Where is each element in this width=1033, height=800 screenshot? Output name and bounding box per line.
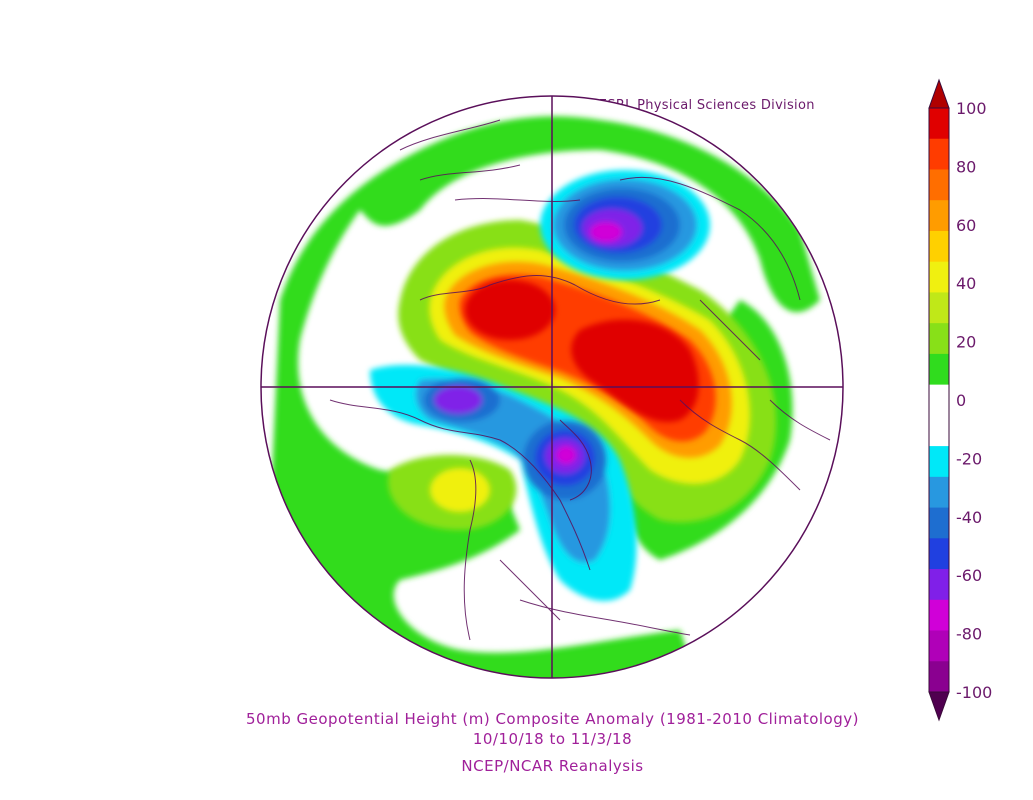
- colorbar-tick-label: -60: [956, 566, 982, 585]
- colorbar-tick-label: -40: [956, 508, 982, 527]
- colorbar-segment: [929, 599, 949, 632]
- colorbar-segment: [929, 661, 949, 693]
- colorbar-segment: [929, 138, 949, 170]
- colorbar-tick-label: 100: [956, 99, 987, 118]
- colorbar-tick-label: -20: [956, 449, 982, 468]
- colorbar-tick-label: -100: [956, 683, 992, 702]
- map-title: 50mb Geopotential Height (m) Composite A…: [246, 710, 859, 728]
- anomaly-field: [261, 96, 843, 678]
- colorbar-segment: [929, 169, 949, 201]
- colorbar-frame: [928, 107, 950, 693]
- colorbar-segment: [929, 230, 949, 263]
- colorbar-segment: [929, 323, 949, 355]
- colorbar-segment: [929, 261, 949, 293]
- colorbar-segment: [929, 200, 949, 232]
- colorbar-segment: [929, 538, 949, 570]
- colorbar-tick-label: 80: [956, 157, 976, 176]
- colorbar-segment: [929, 353, 949, 386]
- colorbar-max-arrow: [928, 78, 950, 109]
- colorbar-tick-label: 40: [956, 274, 976, 293]
- colorbar-segment: [929, 476, 949, 509]
- colorbar-tick-label: 60: [956, 216, 976, 235]
- source-label: NCEP/NCAR Reanalysis: [461, 757, 644, 775]
- date-range: 10/10/18 to 11/3/18: [472, 730, 633, 748]
- colorbar-tick-label: -80: [956, 625, 982, 644]
- colorbar-segment: [929, 108, 949, 140]
- colorbar-segment: [929, 507, 949, 539]
- colorbar-tick-label: 0: [956, 391, 966, 410]
- colorbar-segment: [929, 384, 949, 416]
- colorbar-segment: [929, 630, 949, 662]
- colorbar: 100 80 60 40 20 0 -20 -40 -60 -80 -100: [928, 78, 992, 722]
- colorbar-segment: [929, 415, 949, 447]
- colorbar-segment: [929, 446, 949, 478]
- colorbar-segment: [929, 569, 949, 601]
- colorbar-segment: [929, 292, 949, 324]
- colorbar-tick-label: 20: [956, 333, 976, 352]
